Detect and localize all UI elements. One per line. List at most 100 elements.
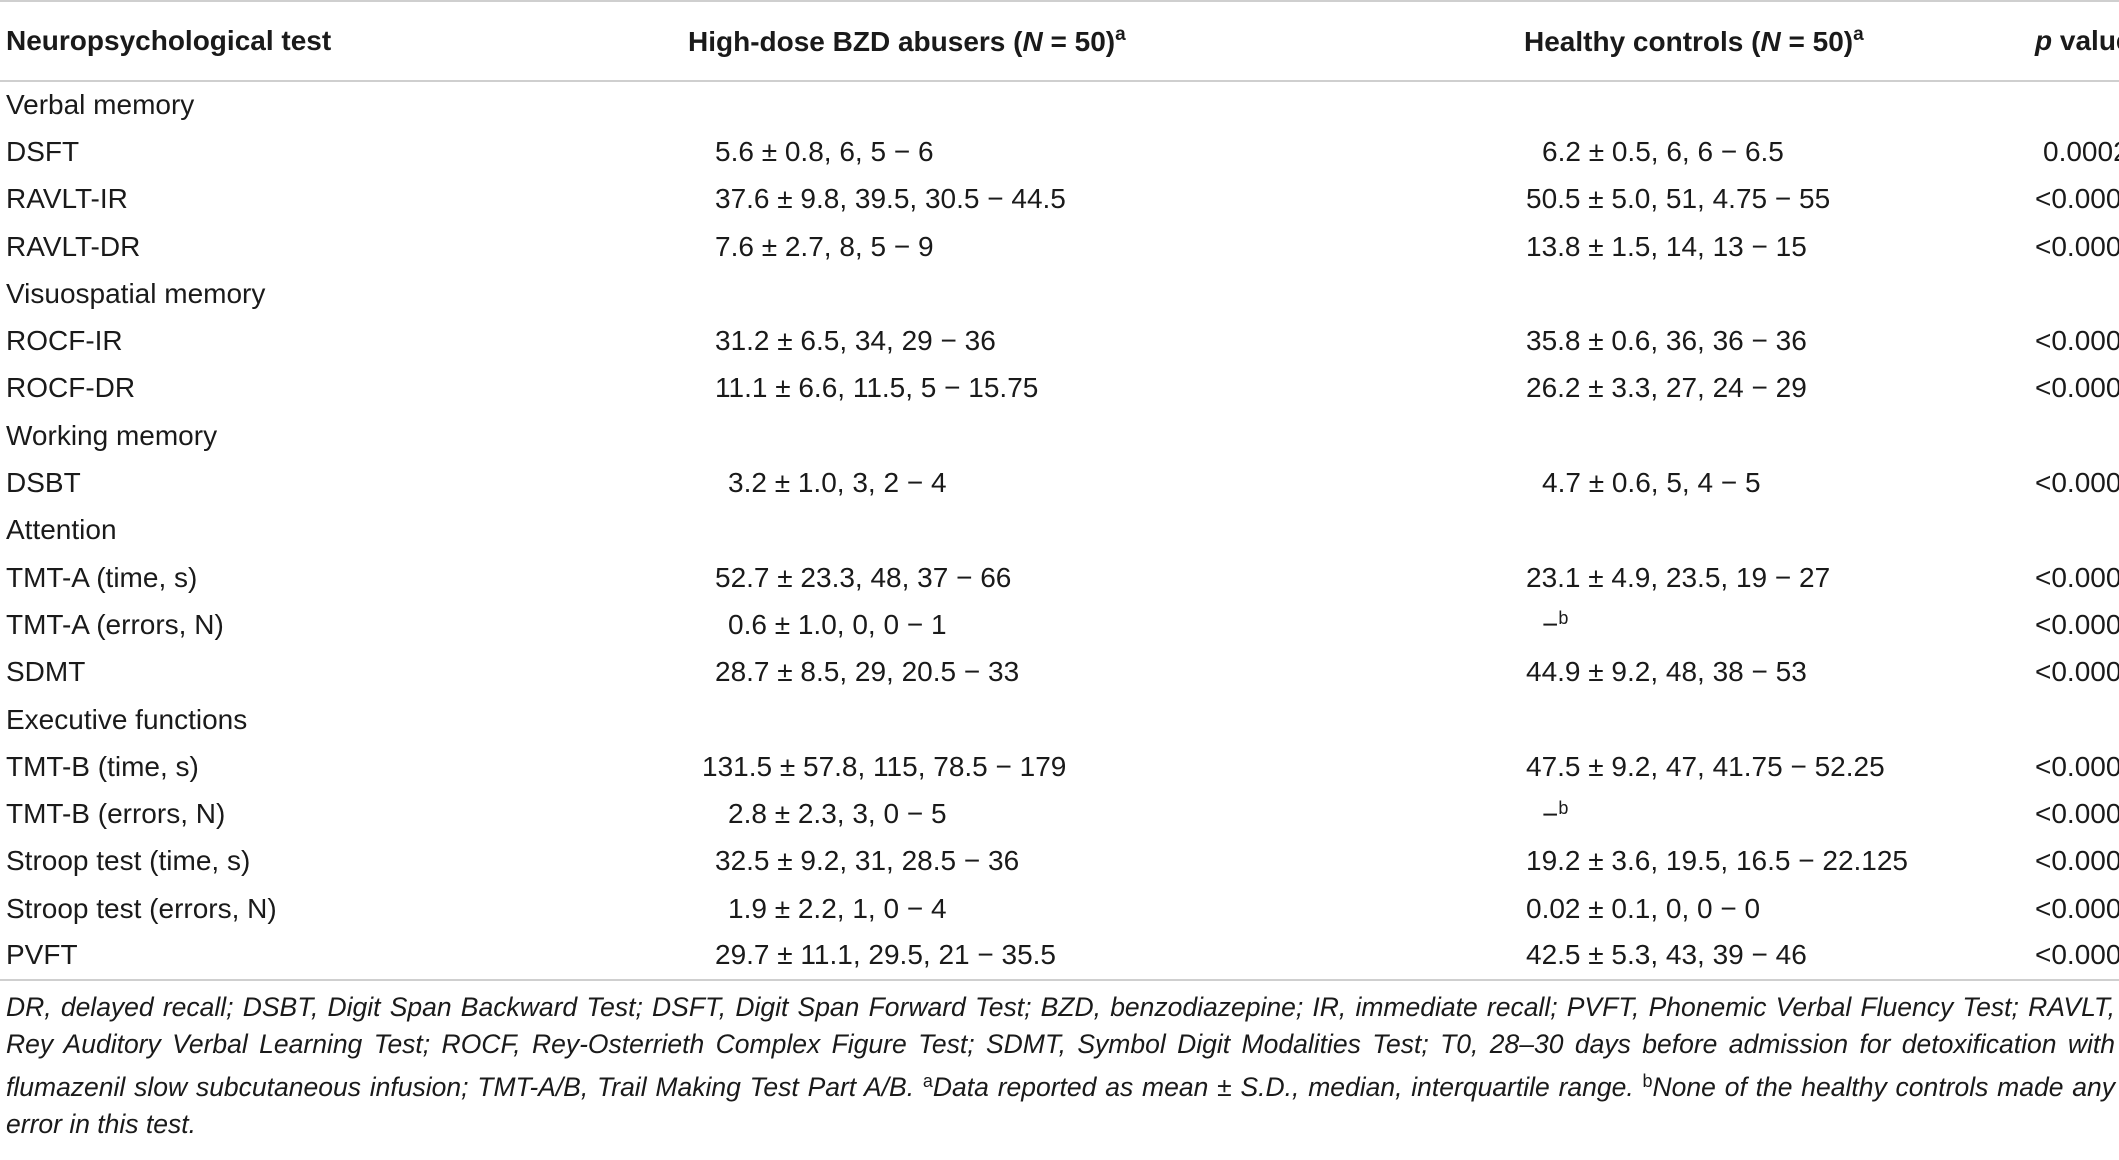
cell-controls-sup: b — [1558, 608, 1569, 629]
cell-bzd — [646, 507, 1518, 554]
cell-bzd: 0.6 ± 1.0, 0, 0 − 1 — [646, 601, 1518, 648]
cell-test-text: SDMT — [6, 656, 86, 688]
cell-p-value — [2024, 507, 2119, 554]
footnote-sup-a: a — [922, 1070, 933, 1091]
cell-bzd: 37.6 ± 9.8, 39.5, 30.5 − 44.5 — [646, 176, 1518, 223]
cell-controls-text: 47.5 ± 9.2, 47, 41.75 − 52.25 — [1526, 750, 1885, 782]
cell-p-value-text: <0.0001 — [2035, 325, 2119, 357]
cell-p-value: <0.0001 — [2024, 554, 2119, 601]
cell-test: PVFT — [0, 932, 646, 981]
cell-p-value: <0.0001 — [2024, 601, 2119, 648]
cell-bzd: 52.7 ± 23.3, 48, 37 − 66 — [646, 554, 1518, 601]
neuropsych-table: Neuropsychological test High-dose BZD ab… — [0, 0, 2119, 981]
table-row: TMT-A (time, s) 52.7 ± 23.3, 48, 37 − 66 2… — [0, 554, 2119, 601]
cell-p-value: <0.0001 — [2024, 223, 2119, 270]
cell-p-value-text: <0.0001 — [2035, 372, 2119, 404]
cell-test-text: Verbal memory — [6, 89, 195, 121]
cell-bzd-text: 29.7 ± 11.1, 29.5, 21 − 35.5 — [715, 939, 1057, 971]
header-test: Neuropsychological test — [0, 0, 646, 82]
table-row: TMT-B (errors, N) 2.8 ± 2.3, 3, 0 − 5 −b <0… — [0, 790, 2119, 837]
header-bzd-suffix: = 50) — [1042, 26, 1116, 57]
cell-test-text: DSBT — [6, 467, 81, 499]
cell-test-text: RAVLT-IR — [6, 183, 128, 215]
cell-test: Attention — [0, 507, 646, 554]
footnote-abbreviations: DR, delayed recall; DSBT, Digit Span Bac… — [6, 991, 2115, 1102]
cell-bzd-text: 31.2 ± 6.5, 34, 29 − 36 — [715, 325, 996, 357]
cell-bzd — [646, 412, 1518, 459]
cell-test: DSFT — [0, 128, 646, 175]
cell-test: TMT-A (time, s) — [0, 554, 646, 601]
footnote-note-a: Data reported as mean ± S.D., median, in… — [932, 1071, 1643, 1102]
cell-test-text: DSFT — [6, 135, 80, 167]
cell-bzd-text: 28.7 ± 8.5, 29, 20.5 − 33 — [715, 656, 1020, 688]
cell-p-value-text: <0.0001 — [2035, 230, 2119, 262]
table-row: DSFT 5.6 ± 0.8, 6, 5 − 6 6.2 ± 0.5, 6, 6 −… — [0, 128, 2119, 175]
cell-test-text: Attention — [6, 514, 117, 546]
cell-test: Executive functions — [0, 696, 646, 743]
header-controls: Healthy controls (N = 50)a — [1518, 0, 2024, 82]
cell-test: TMT-B (time, s) — [0, 743, 646, 790]
cell-p-value: <0.0001 — [2024, 790, 2119, 837]
section-row: Verbal memory — [0, 81, 2119, 128]
cell-controls: 19.2 ± 3.6, 19.5, 16.5 − 22.125 — [1518, 838, 2024, 885]
cell-bzd: 2.8 ± 2.3, 3, 0 − 5 — [646, 790, 1518, 837]
section-row: Attention — [0, 507, 2119, 554]
cell-test: TMT-B (errors, N) — [0, 790, 646, 837]
cell-controls: 26.2 ± 3.3, 27, 24 − 29 — [1518, 365, 2024, 412]
cell-controls-text: 23.1 ± 4.9, 23.5, 19 − 27 — [1526, 561, 1831, 593]
header-p-italic: p — [2035, 25, 2053, 56]
cell-controls: 6.2 ± 0.5, 6, 6 − 6.5 — [1518, 128, 2024, 175]
cell-p-value-text: <0.0001 — [2035, 608, 2119, 640]
cell-test-text: Working memory — [6, 419, 218, 451]
cell-test-text: TMT-A (errors, N) — [6, 608, 224, 640]
cell-p-value — [2024, 696, 2119, 743]
cell-p-value-text: <0.0001 — [2035, 467, 2119, 499]
cell-controls-text: 26.2 ± 3.3, 27, 24 − 29 — [1526, 372, 1807, 404]
cell-controls-text: 6.2 ± 0.5, 6, 6 − 6.5 — [1542, 135, 1784, 167]
cell-controls — [1518, 696, 2024, 743]
cell-p-value: <0.0001 — [2024, 365, 2119, 412]
cell-p-value: <0.0001 — [2024, 743, 2119, 790]
cell-test: RAVLT-DR — [0, 223, 646, 270]
cell-p-value: <0.0001 — [2024, 649, 2119, 696]
table-body: Verbal memory DSFT 5.6 ± 0.8, 6, 5 − 6 6.2 … — [0, 81, 2119, 981]
cell-bzd — [646, 696, 1518, 743]
cell-controls: 4.7 ± 0.6, 5, 4 − 5 — [1518, 459, 2024, 506]
table-row: SDMT 28.7 ± 8.5, 29, 20.5 − 33 44.9 ± 9.2,… — [0, 649, 2119, 696]
header-bzd-prefix: High-dose BZD abusers ( — [688, 26, 1023, 57]
cell-bzd: 11.1 ± 6.6, 11.5, 5 − 15.75 — [646, 365, 1518, 412]
cell-p-value — [2024, 412, 2119, 459]
table-row: PVFT 29.7 ± 11.1, 29.5, 21 − 35.5 42.5 ± 5… — [0, 932, 2119, 981]
cell-controls: 13.8 ± 1.5, 14, 13 − 15 — [1518, 223, 2024, 270]
cell-test: DSBT — [0, 459, 646, 506]
cell-bzd: 31.2 ± 6.5, 34, 29 − 36 — [646, 317, 1518, 364]
cell-bzd: 29.7 ± 11.1, 29.5, 21 − 35.5 — [646, 932, 1518, 981]
cell-controls-text: 13.8 ± 1.5, 14, 13 − 15 — [1526, 230, 1807, 262]
table-row: Stroop test (errors, N) 1.9 ± 2.2, 1, 0 −… — [0, 885, 2119, 932]
cell-p-value: <0.0001 — [2024, 176, 2119, 223]
cell-p-value-text: <0.0001 — [2035, 750, 2119, 782]
footnote-note-b: None of the healthy controls made any er… — [6, 1071, 2115, 1139]
cell-p-value: <0.0001 — [2024, 932, 2119, 981]
cell-bzd: 28.7 ± 8.5, 29, 20.5 − 33 — [646, 649, 1518, 696]
header-bzd: High-dose BZD abusers (N = 50)a — [646, 0, 1518, 82]
cell-test: Working memory — [0, 412, 646, 459]
cell-controls-text: 0.02 ± 0.1, 0, 0 − 0 — [1526, 892, 1761, 924]
cell-p-value: <0.0001 — [2024, 459, 2119, 506]
cell-test: ROCF-DR — [0, 365, 646, 412]
cell-test-text: TMT-A (time, s) — [6, 561, 198, 593]
cell-p-value-text: <0.0001 — [2035, 845, 2119, 877]
table-row: RAVLT-IR 37.6 ± 9.8, 39.5, 30.5 − 44.5 50.… — [0, 176, 2119, 223]
cell-controls — [1518, 81, 2024, 128]
table-row: TMT-B (time, s) 131.5 ± 57.8, 115, 78.5 −… — [0, 743, 2119, 790]
footnote-sup-b: b — [1642, 1070, 1653, 1091]
cell-controls — [1518, 507, 2024, 554]
cell-test: TMT-A (errors, N) — [0, 601, 646, 648]
cell-p-value-text: <0.0001 — [2035, 183, 2119, 215]
cell-p-value-text: <0.0001 — [2035, 561, 2119, 593]
cell-p-value-text: <0.0001 — [2035, 656, 2119, 688]
cell-test-text: RAVLT-DR — [6, 230, 141, 262]
cell-controls: 23.1 ± 4.9, 23.5, 19 − 27 — [1518, 554, 2024, 601]
cell-p-value-text: 0.00028 — [2043, 135, 2119, 167]
